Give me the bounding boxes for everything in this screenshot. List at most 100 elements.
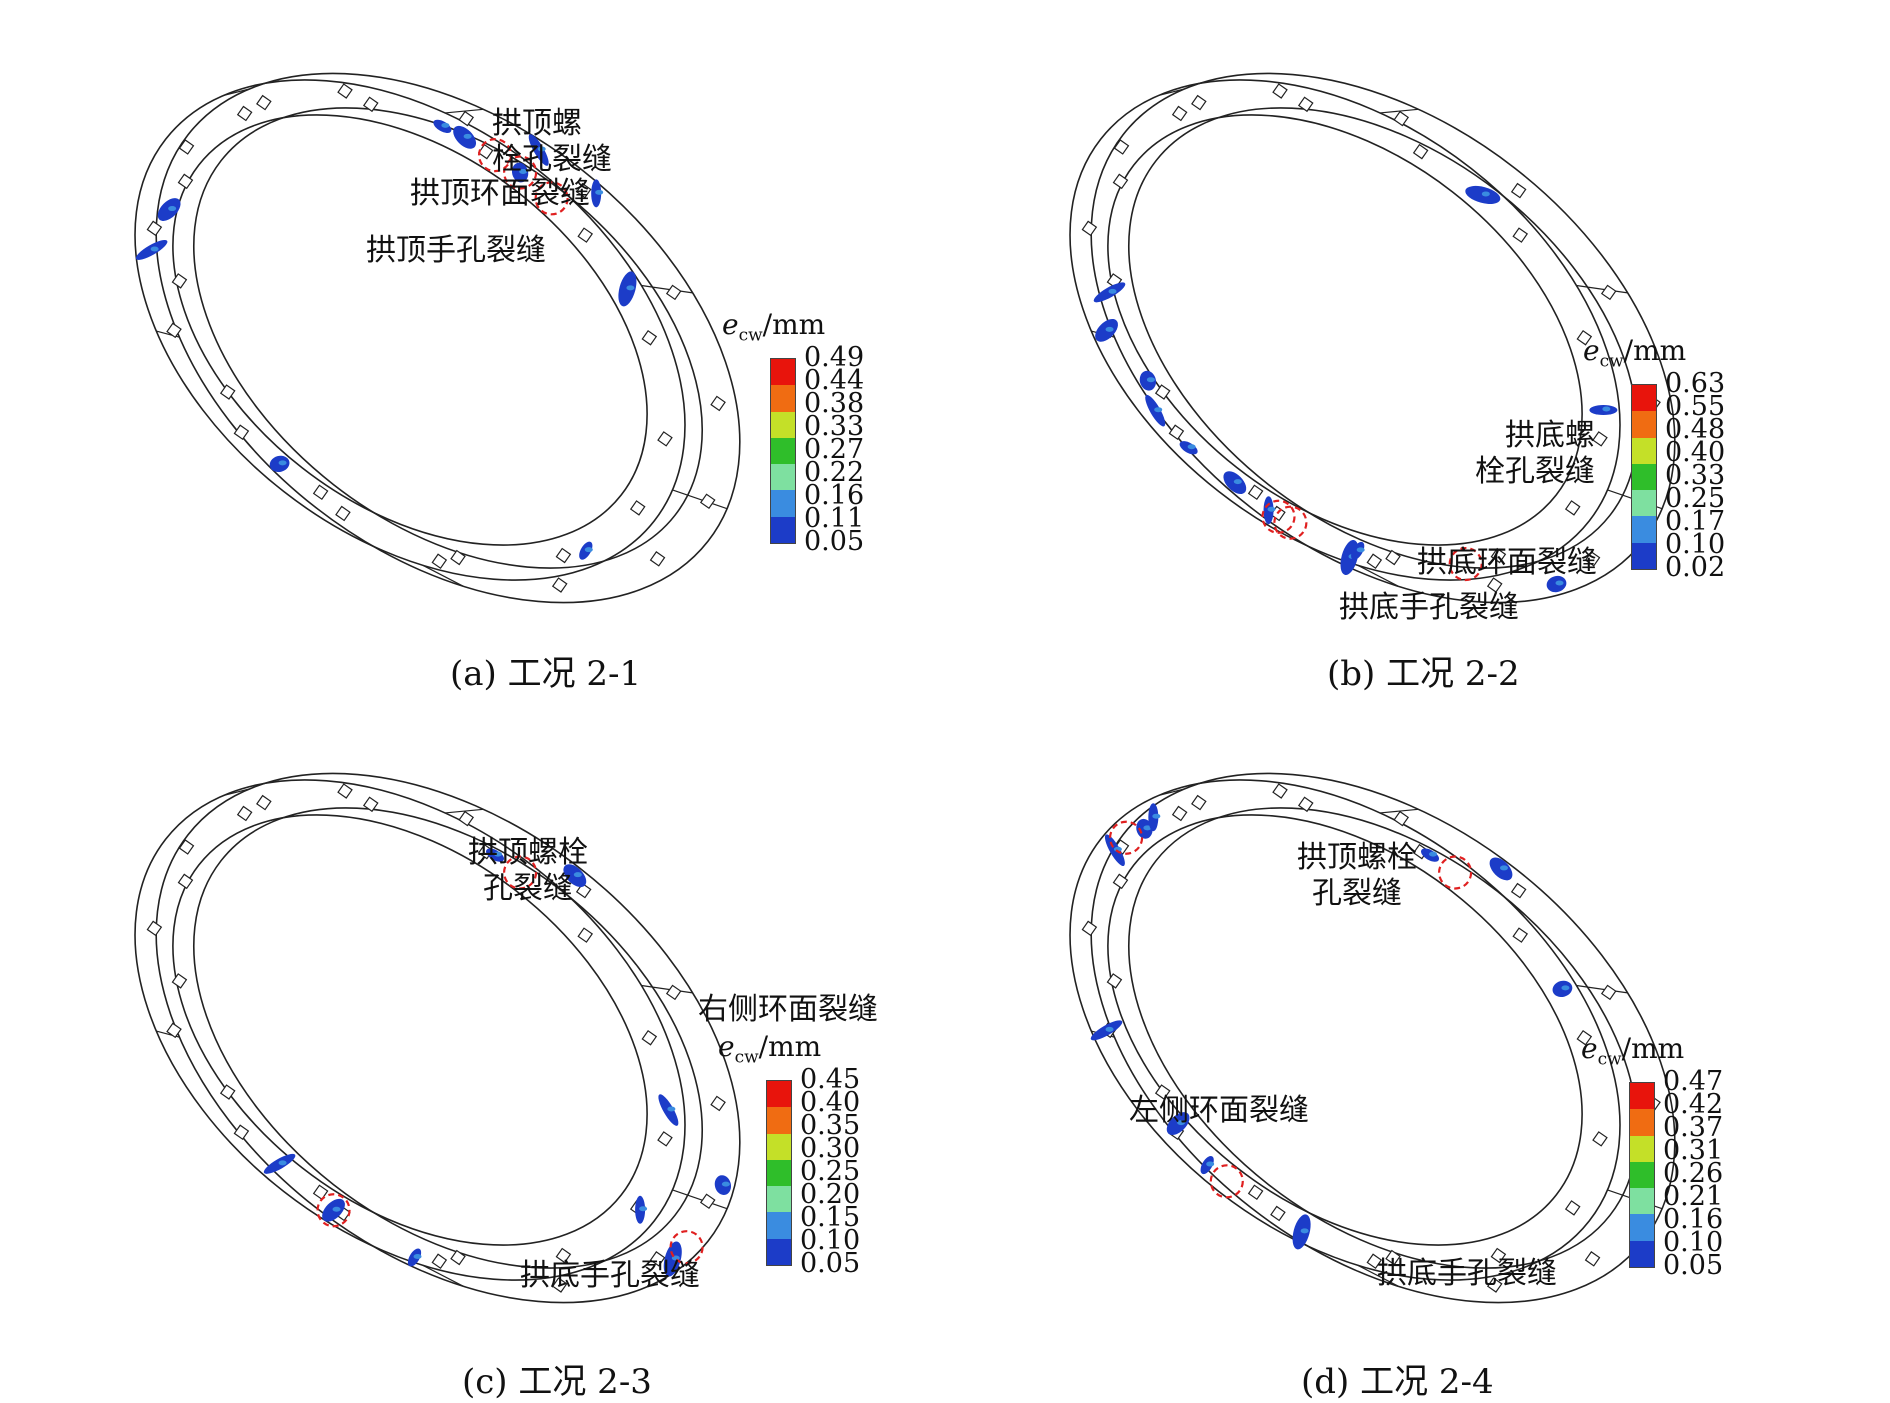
legend-color-cell	[767, 1081, 791, 1108]
bolt-hole-marker	[1512, 227, 1529, 243]
crack-patch	[1154, 407, 1163, 413]
bolt-hole-marker	[665, 984, 682, 1001]
crack-patch	[1177, 1120, 1186, 1126]
bolt-hole-marker	[1081, 920, 1098, 937]
crack-patch	[1152, 813, 1161, 819]
bolt-hole-marker	[629, 500, 646, 516]
crack-highlight-circle	[1273, 505, 1308, 540]
crack-patch	[537, 146, 546, 152]
crack-patch	[278, 460, 287, 466]
bolt-hole-marker	[1112, 173, 1129, 190]
legend-value-label: 0.27	[804, 434, 865, 465]
crack-highlight-circle	[316, 1193, 351, 1228]
legend-value-label: 0.15	[800, 1202, 861, 1233]
panel-a: ecw/mm 0.49 0.44 0.38 0.33 0.27 0.22 0.16 0.11 0…	[0, 0, 945, 700]
crack-patch	[441, 122, 450, 128]
crack-highlight-circle	[477, 138, 513, 173]
ring-edge	[172, 814, 648, 1246]
legend-color-cell	[1630, 1135, 1654, 1163]
bolt-hole-marker	[1592, 431, 1608, 447]
crack-patch	[1500, 865, 1509, 871]
segment-joint-line	[1357, 564, 1399, 587]
bolt-hole-marker	[236, 105, 253, 122]
legend-value-label: 0.21	[1663, 1181, 1724, 1212]
bolt-hole-marker	[1510, 182, 1527, 199]
callout-invert-ring-face-b: 拱底环面裂缝	[1417, 545, 1597, 580]
bolt-hole-marker	[1576, 329, 1593, 346]
ring-edge	[134, 79, 686, 581]
bolt-hole-marker	[337, 783, 353, 799]
legend-value-label: 0.35	[800, 1110, 861, 1141]
crack-highlight-circle	[503, 155, 538, 190]
crack-patch	[1356, 547, 1365, 553]
segment-joint-line	[1576, 984, 1628, 994]
segment-joint-line	[672, 1189, 728, 1210]
crack-patch	[1561, 985, 1570, 991]
bolt-hole-marker	[450, 1249, 466, 1266]
legend-value-label: 0.49	[804, 342, 865, 373]
bolt-hole-marker	[641, 1029, 658, 1046]
legend-value-label: 0.48	[1665, 414, 1726, 445]
legend-value-label: 0.44	[804, 365, 865, 396]
crack-patch	[168, 206, 177, 212]
bolt-hole-marker	[555, 547, 572, 564]
bolt-hole-marker	[1154, 1084, 1171, 1100]
bolt-hole-marker	[1393, 810, 1410, 827]
callout-crown-hand-hole-a: 拱顶手孔裂缝	[366, 233, 546, 268]
bolt-hole-marker	[171, 973, 188, 989]
bolt-hole-marker	[1247, 1184, 1264, 1201]
legend-value-label: 0.25	[800, 1156, 861, 1187]
legend-value-label: 0.31	[1663, 1135, 1724, 1166]
bolt-hole-marker	[1584, 551, 1601, 567]
segment-joint-line	[1158, 788, 1185, 796]
bolt-hole-marker	[1584, 1251, 1601, 1267]
bolt-hole-marker	[236, 805, 253, 822]
legend-colorbar	[770, 358, 796, 544]
legend-title-d: ecw/mm	[1581, 1032, 1685, 1070]
bolt-hole-marker	[1272, 83, 1288, 99]
bolt-hole-marker	[1272, 783, 1288, 799]
legend-color-cell	[767, 1238, 791, 1266]
segment-joint-line	[641, 284, 693, 294]
caption-c: (c) 工况 2-3	[462, 1362, 652, 1402]
segment-joint-line	[672, 489, 728, 510]
legend-color-cell	[1632, 411, 1656, 439]
ring-model-a	[134, 72, 741, 604]
bolt-hole-marker	[431, 1253, 448, 1270]
bolt-hole-marker	[1270, 1205, 1286, 1222]
bolt-hole-marker	[1081, 220, 1098, 237]
bolt-hole-marker	[1512, 927, 1529, 943]
bolt-hole-marker	[337, 83, 353, 99]
crack-patch	[1481, 191, 1490, 197]
crack-patch	[1187, 444, 1196, 450]
callout-crown-ring-face-a: 拱顶环面裂缝	[410, 176, 590, 211]
legend-color-cell	[1630, 1214, 1654, 1242]
legend-color-cell	[767, 1159, 791, 1187]
callout-crown-bolt-hole-d: 拱顶螺栓 孔裂缝	[1297, 840, 1417, 911]
ring-edge	[1127, 107, 1639, 569]
ring-edge	[192, 807, 704, 1269]
legend-value-label: 0.10	[800, 1225, 861, 1256]
crack-patches	[135, 119, 637, 560]
crack-patch	[278, 1160, 287, 1166]
legend-value-label: 0.63	[1665, 368, 1726, 399]
ring-edge	[1127, 807, 1639, 1269]
legend-color-cell	[1632, 463, 1656, 491]
bolt-hole-marker	[166, 322, 182, 339]
callout-invert-hand-hole-d: 拱底手孔裂缝	[1377, 1256, 1557, 1291]
bolt-hole-marker	[1366, 553, 1383, 570]
legend-color-cell	[1632, 437, 1656, 465]
legend-color-cell	[771, 385, 795, 413]
bolt-hole-marker	[1486, 1277, 1503, 1293]
bolt-hole-marker	[649, 551, 666, 567]
highlight-circles	[1261, 499, 1483, 582]
bolt-hole-marker	[1564, 1200, 1581, 1216]
legend-value-label: 0.40	[800, 1087, 861, 1118]
legend-color-cell	[771, 437, 795, 465]
legend-value-label: 0.37	[1663, 1112, 1724, 1143]
callout-crown-bolt-hole-a: 拱顶螺 栓孔裂缝	[492, 106, 612, 177]
crack-highlight-circle	[1209, 1164, 1244, 1199]
crack-highlight-circle	[503, 855, 538, 890]
bolt-hole-marker	[1510, 882, 1527, 899]
bolt-hole-marker	[551, 577, 568, 593]
